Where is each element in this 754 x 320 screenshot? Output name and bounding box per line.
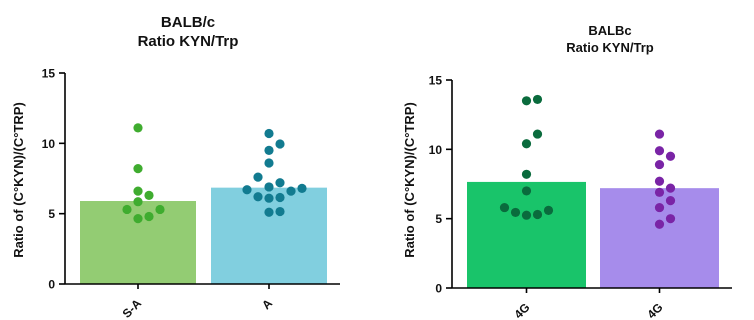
bar	[211, 187, 327, 284]
data-point	[654, 159, 665, 170]
data-point	[654, 129, 665, 139]
data-point	[532, 94, 543, 105]
data-point	[521, 169, 532, 179]
x-tick-label: 4G	[511, 300, 532, 320]
data-point	[155, 204, 165, 215]
data-point	[133, 164, 143, 174]
data-point	[297, 183, 307, 193]
data-point	[275, 206, 285, 217]
data-point	[665, 214, 676, 224]
data-point	[654, 146, 665, 156]
data-point	[665, 196, 676, 206]
data-point	[253, 192, 263, 202]
data-point	[264, 182, 274, 192]
data-point	[532, 209, 543, 220]
data-point	[275, 139, 285, 149]
data-point	[144, 190, 154, 200]
x-tick-label: S-A	[120, 296, 145, 320]
data-point	[122, 204, 132, 215]
data-point	[264, 158, 274, 168]
data-point	[133, 186, 143, 196]
chart-panel-balb-c: BALB/c Ratio KYN/Trp Ratio of (C°KYN)/(C…	[11, 14, 340, 320]
y-tick-label: 5	[48, 207, 55, 221]
data-point	[264, 207, 274, 217]
data-point	[521, 96, 532, 106]
data-point	[654, 187, 665, 197]
y-tick-label: 10	[42, 137, 56, 151]
data-point	[665, 183, 676, 193]
data-point	[264, 128, 274, 139]
y-tick-label: 0	[435, 282, 442, 296]
x-tick-label: 4G	[644, 300, 665, 320]
data-point	[242, 185, 252, 195]
data-point	[286, 186, 296, 196]
data-point	[543, 205, 554, 215]
chart-panel-balbc: BALBc Ratio KYN/Trp Ratio of (C°KYN)/(C°…	[402, 23, 732, 320]
data-point	[264, 193, 274, 203]
data-point	[665, 151, 676, 161]
y-tick-label: 15	[42, 67, 56, 81]
x-tick-label: A	[259, 296, 275, 312]
chart-subtitle: Ratio KYN/Trp	[138, 33, 239, 50]
data-point	[521, 186, 532, 196]
data-point	[521, 210, 532, 220]
data-point	[133, 213, 143, 224]
chart-title: BALBc	[588, 23, 631, 38]
y-axis-label: Ratio of (C°KYN)/(C°TRP)	[402, 102, 417, 258]
data-point	[144, 211, 154, 222]
data-point	[532, 129, 543, 139]
data-point	[654, 176, 665, 186]
data-point	[521, 139, 532, 149]
chart-subtitle: Ratio KYN/Trp	[566, 40, 653, 55]
y-tick-label: 5	[435, 212, 442, 226]
y-tick-label: 0	[48, 278, 55, 292]
bar	[467, 181, 586, 288]
bar	[80, 201, 196, 284]
data-point	[275, 178, 285, 188]
y-tick-label: 15	[429, 74, 443, 88]
data-point	[499, 202, 510, 213]
chart-title: BALB/c	[161, 14, 215, 31]
data-point	[510, 207, 521, 218]
data-point	[264, 145, 274, 155]
data-point	[133, 123, 143, 133]
data-point	[275, 192, 285, 203]
y-axis-label: Ratio of (C°KYN)/(C°TRP)	[11, 102, 26, 258]
data-point	[253, 172, 263, 182]
data-point	[654, 219, 665, 229]
y-tick-label: 10	[429, 143, 443, 157]
data-point	[133, 197, 143, 207]
data-point	[654, 202, 665, 213]
